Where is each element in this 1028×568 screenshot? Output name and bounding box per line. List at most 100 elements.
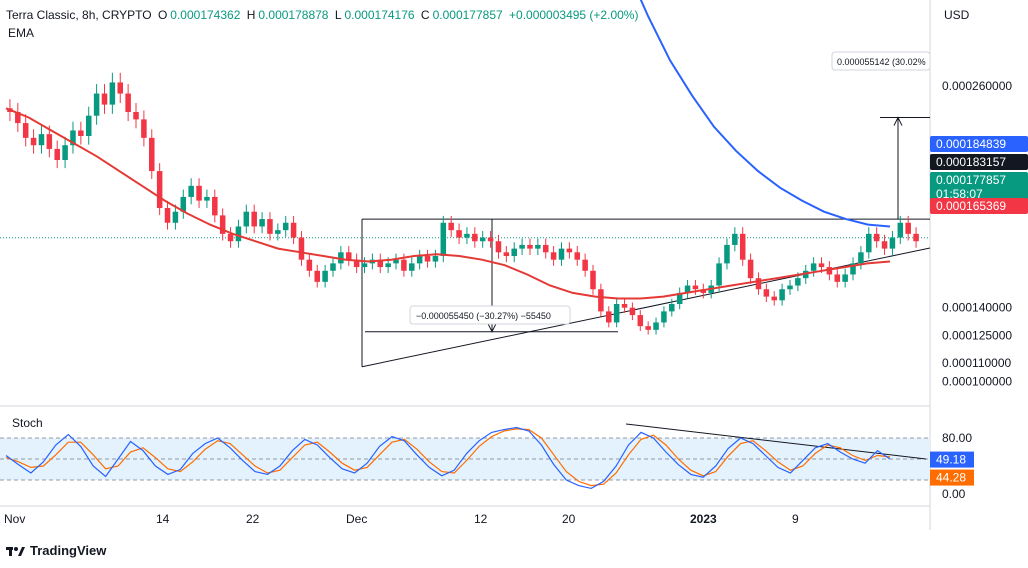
candle-body — [416, 256, 423, 264]
candle-body — [227, 233, 234, 242]
currency-label: USD — [944, 8, 970, 22]
candle-body — [15, 112, 21, 124]
candle-body — [196, 185, 202, 201]
ema-lines — [5, 0, 891, 300]
candle-body — [180, 196, 187, 212]
candle-body — [141, 119, 147, 138]
candle-body — [495, 241, 502, 253]
ema-indicator-label[interactable]: EMA — [8, 26, 35, 40]
candle-body — [212, 196, 218, 216]
candle-body — [235, 226, 242, 242]
candle-body — [353, 259, 360, 268]
candle-body — [85, 115, 92, 136]
branding-text: TradingView — [30, 543, 107, 558]
candle-body — [881, 241, 888, 249]
candle-body — [889, 237, 896, 249]
candle-body — [314, 270, 320, 282]
candle-body — [503, 252, 510, 256]
candle-body — [125, 93, 131, 112]
price-badge-countdown: 01:58:07 — [936, 187, 983, 201]
candle-body — [243, 211, 250, 227]
candle-body — [156, 171, 163, 208]
price-badge-last-price — [930, 172, 1028, 202]
candle-body — [653, 322, 659, 330]
time-tick-label: Dec — [346, 512, 367, 526]
candle-body — [479, 237, 486, 242]
candle-body — [133, 112, 139, 120]
candle-body — [345, 252, 352, 260]
candle-body — [826, 267, 833, 275]
candle-body — [38, 134, 45, 146]
open-value: 0.000174362 — [170, 8, 241, 22]
measure-down-label: −0.000055450 (−30.27%) −55450 — [416, 311, 551, 321]
candle-body — [637, 315, 644, 327]
candle-body — [613, 304, 620, 323]
candle-body — [645, 326, 651, 330]
price-badge-value: 0.000177857 — [936, 173, 1006, 187]
candle-body — [219, 215, 226, 234]
candle-body — [582, 259, 588, 271]
measure-down-box — [409, 305, 571, 325]
candle-body — [361, 263, 368, 268]
stoch-indicator-label[interactable]: Stoch — [12, 416, 43, 430]
candle-body — [188, 185, 194, 197]
candle-body — [330, 263, 336, 271]
price-badge-value: 0.000165369 — [936, 199, 1006, 213]
candle-body — [755, 278, 762, 290]
time-tick-label: 2023 — [690, 512, 717, 526]
candle-body — [22, 123, 29, 138]
candle-body — [684, 285, 691, 293]
candle-body — [850, 263, 856, 275]
tradingview-logo[interactable]: TradingView — [6, 543, 106, 558]
candle-body — [70, 130, 76, 146]
candle-body — [566, 248, 573, 253]
price-badge-ema-slow — [930, 136, 1028, 152]
price-tick-label: 0.000125000 — [942, 328, 1012, 342]
chart-header: Terra Classic, 8h, CRYPTO O 0.000174362 H… — [6, 8, 641, 22]
candle-body — [54, 148, 60, 160]
candle-body — [393, 259, 399, 264]
candle-body — [487, 237, 494, 242]
candle-body — [535, 244, 541, 249]
price-tick-label: 0.000100000 — [942, 375, 1012, 389]
change-value: +0.000003495 (+2.00%) — [509, 8, 639, 22]
candle-body — [456, 230, 462, 238]
time-tick-label: 9 — [792, 512, 799, 526]
candle-body — [275, 230, 281, 234]
candle-body — [519, 244, 525, 249]
candle-body — [716, 263, 722, 286]
candle-body — [511, 248, 517, 256]
tradingview-icon — [6, 546, 25, 556]
symbol-title[interactable]: Terra Classic, 8h, CRYPTO — [6, 8, 152, 22]
candle-body — [834, 274, 841, 282]
candle-body — [30, 137, 37, 146]
stoch-tick-label: 0.00 — [942, 487, 966, 501]
candle-body — [669, 304, 675, 312]
candle-body — [795, 278, 801, 286]
candle-body — [409, 263, 415, 271]
candle-body — [464, 233, 470, 238]
stoch-tick-label: 80.00 — [942, 431, 972, 445]
candle-body — [527, 244, 533, 249]
candle-body — [598, 289, 604, 312]
low-label: L — [334, 8, 342, 22]
candle-body — [842, 274, 848, 282]
price-badges: 0.000184839 0.000183157 0.00017785701:58:0… — [930, 136, 1028, 486]
candle-body — [747, 259, 754, 279]
candle-body — [401, 259, 407, 271]
candle-body — [46, 134, 53, 149]
open-label: O — [157, 8, 168, 22]
candle-body — [629, 307, 636, 316]
price-badge-value: 0.000183157 — [936, 155, 1006, 169]
time-tick-label: 20 — [562, 512, 576, 526]
candle-body — [204, 196, 210, 201]
candle-body — [432, 256, 439, 262]
candle-body — [621, 304, 628, 308]
stoch-d-badge — [930, 469, 974, 486]
time-axis[interactable]: Nov 14 22 Dec 12 20 2023 9 — [4, 512, 799, 526]
price-tick-label: 0.000140000 — [942, 301, 1012, 315]
measure-up-label: 0.000055142 (30.02% — [837, 57, 926, 67]
candle-body — [905, 222, 911, 234]
low-value: 0.000174176 — [344, 8, 415, 22]
